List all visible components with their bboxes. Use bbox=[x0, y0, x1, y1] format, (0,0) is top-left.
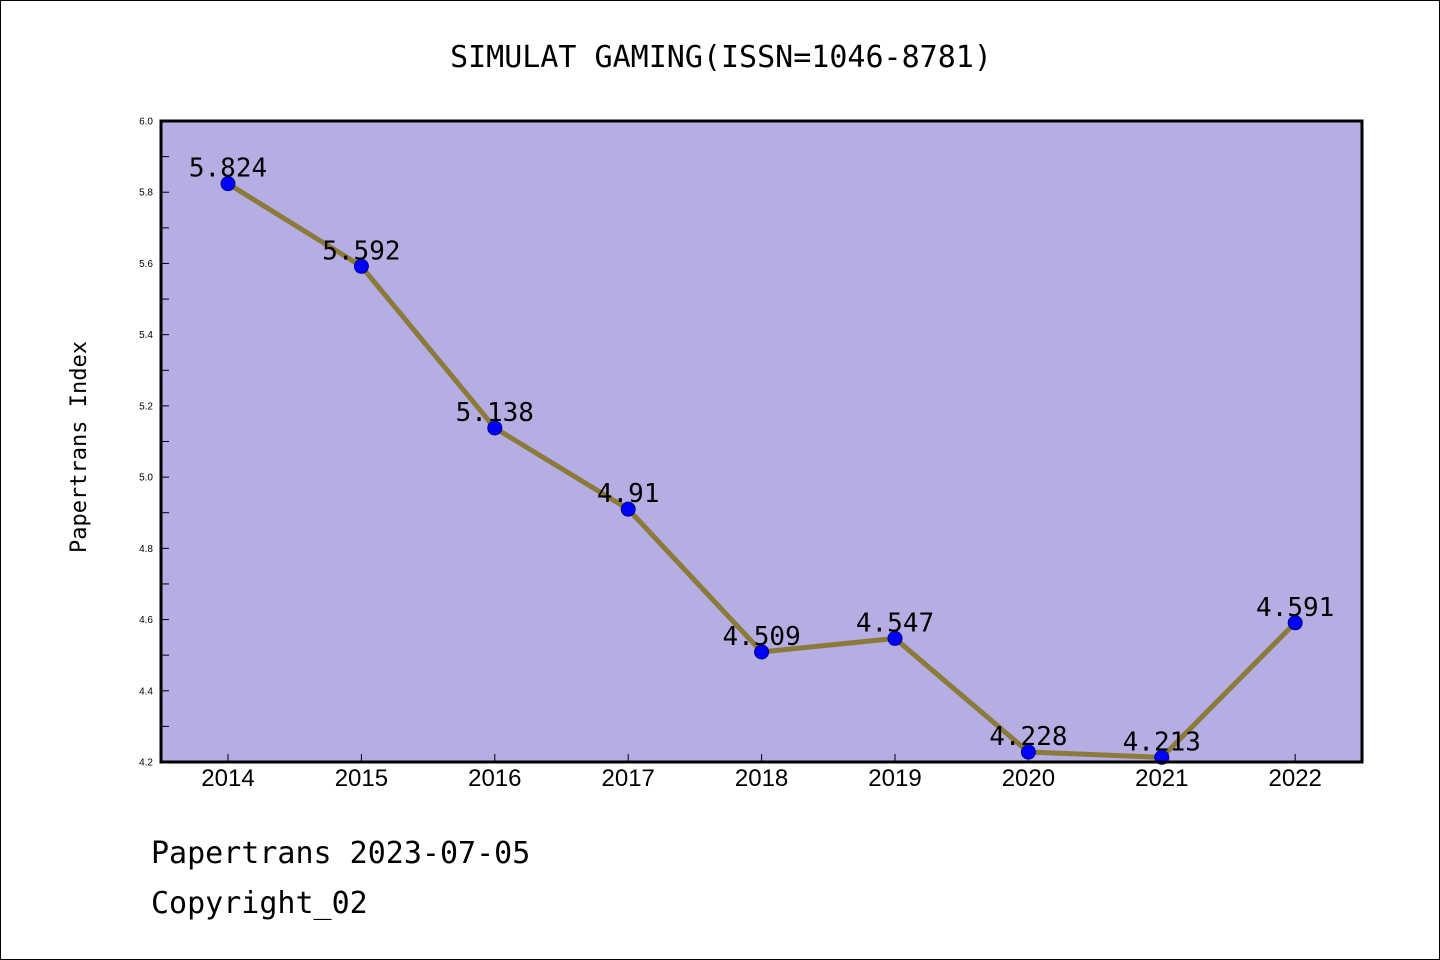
x-tick-label: 2014 bbox=[201, 765, 254, 792]
y-tick-label: 5.0 bbox=[139, 473, 153, 484]
data-point bbox=[887, 630, 903, 646]
data-labels: 5.824 5.592 5.138 4.91 4.509 4.547 4.228 4.213 4… bbox=[189, 154, 1334, 758]
data-point bbox=[620, 501, 636, 517]
data-label: 5.138 bbox=[456, 398, 534, 428]
y-tick-label: 4.8 bbox=[139, 544, 153, 555]
x-tick-label: 2016 bbox=[468, 765, 521, 792]
plot-area bbox=[161, 121, 1362, 762]
x-tick-label: 2021 bbox=[1135, 765, 1188, 792]
plot-frame bbox=[159, 119, 1364, 764]
data-point bbox=[487, 420, 503, 436]
data-label: 4.213 bbox=[1123, 727, 1201, 757]
x-tick-label: 2022 bbox=[1269, 765, 1322, 792]
x-tick-label: 2015 bbox=[335, 765, 388, 792]
data-label: 4.91 bbox=[597, 479, 660, 509]
data-point bbox=[1287, 615, 1303, 631]
y-tick-label: 5.2 bbox=[139, 401, 153, 412]
x-tick-label: 2020 bbox=[1002, 765, 1055, 792]
data-label: 4.509 bbox=[722, 622, 800, 652]
data-point bbox=[754, 644, 770, 660]
y-tick-label: 6.0 bbox=[139, 117, 153, 128]
chart-title: SIMULAT GAMING(ISSN=1046-8781) bbox=[450, 40, 992, 75]
data-point bbox=[353, 258, 369, 274]
y-tick-label: 4.6 bbox=[139, 615, 153, 626]
x-tick-label: 2017 bbox=[602, 765, 655, 792]
y-tick-label: 4.4 bbox=[139, 686, 153, 697]
footer-date: Papertrans 2023-07-05 bbox=[151, 836, 531, 871]
footer-copyright: Copyright_02 bbox=[151, 886, 368, 921]
data-label: 4.228 bbox=[989, 722, 1067, 752]
y-tick-label: 5.8 bbox=[139, 188, 153, 199]
data-series bbox=[220, 176, 1303, 765]
data-point bbox=[1020, 744, 1036, 760]
y-tick-label: 5.4 bbox=[139, 330, 153, 341]
data-label: 4.547 bbox=[856, 608, 934, 638]
x-axis: 2014 2015 2016 2017 2018 2019 2020 2021 2022 bbox=[201, 754, 1322, 792]
data-label: 5.592 bbox=[322, 236, 400, 266]
y-tick-label: 5.6 bbox=[139, 259, 153, 270]
data-label: 5.824 bbox=[189, 154, 267, 184]
y-tick-label: 4.2 bbox=[139, 758, 153, 769]
x-tick-label: 2018 bbox=[735, 765, 788, 792]
x-tick-label: 2019 bbox=[868, 765, 921, 792]
y-axis: 4.2 4.4 4.6 4.8 5.0 5.2 5.4 5.6 5.8 6.0 bbox=[139, 117, 169, 769]
data-label: 4.591 bbox=[1256, 593, 1334, 623]
y-axis-label: Papertrans Index bbox=[67, 341, 92, 553]
data-point bbox=[220, 176, 236, 192]
